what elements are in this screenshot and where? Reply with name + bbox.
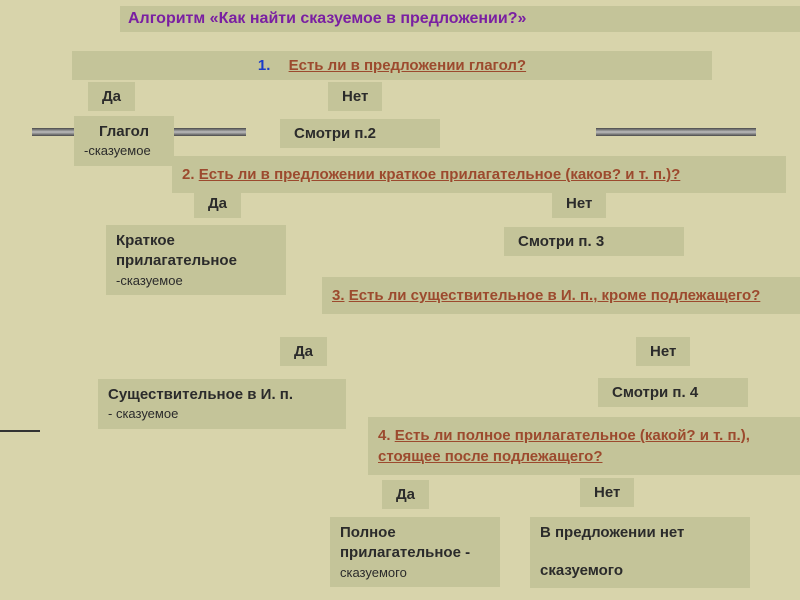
yes-4: Да (382, 480, 429, 509)
verb-block: Глагол -сказуемое (74, 116, 174, 166)
title-text: Алгоритм «Как найти сказуемое в предложе… (128, 10, 526, 27)
q4-num: 4. (378, 427, 391, 444)
see-3: Смотри п. 3 (504, 227, 684, 256)
no-2: Нет (552, 189, 606, 218)
see-2: Смотри п.2 (280, 119, 440, 148)
no-1: Нет (328, 82, 382, 111)
no-predicate-block: В предложении нет сказуемого (530, 517, 750, 588)
no-4: Нет (580, 478, 634, 507)
noun-main: Существительное в И. п. (108, 385, 336, 405)
q3-num: 3. (332, 287, 345, 304)
full-adj-sub: сказуемого (340, 564, 490, 582)
no-3: Нет (636, 337, 690, 366)
see-4: Смотри п. 4 (598, 378, 748, 407)
question-2: 2. Есть ли в предложении краткое прилага… (172, 156, 786, 193)
q3-text: Есть ли существительное в И. п., кроме п… (349, 287, 761, 304)
short-adj-main: Краткое прилагательное (116, 231, 276, 272)
verb-main: Глагол (84, 122, 164, 142)
short-adj-block: Краткое прилагательное -сказуемое (106, 225, 286, 295)
noun-sub: - сказуемое (108, 405, 336, 423)
short-adj-sub: -сказуемое (116, 272, 276, 290)
title-bar: Алгоритм «Как найти сказуемое в предложе… (120, 6, 800, 32)
hr-right (596, 128, 756, 136)
no-pred-main: В предложении нет (540, 523, 740, 543)
full-adj-main: Полное прилагательное - (340, 523, 490, 564)
verb-sub: -сказуемое (84, 142, 164, 160)
q1-num: 1. (258, 57, 271, 74)
q1-text: Есть ли в предложении глагол? (289, 57, 527, 74)
question-3: 3. Есть ли существительное в И. п., кром… (322, 277, 800, 314)
full-adj-block: Полное прилагательное - сказуемого (330, 517, 500, 587)
yes-1: Да (88, 82, 135, 111)
question-4: 4. Есть ли полное прилагательное (какой?… (368, 417, 800, 475)
noun-block: Существительное в И. п. - сказуемое (98, 379, 346, 429)
q2-text: Есть ли в предложении краткое прилагател… (199, 166, 681, 183)
yes-2: Да (194, 189, 241, 218)
hr-thin (0, 430, 40, 432)
q4-text: Есть ли полное прилагательное (какой? и … (378, 427, 750, 465)
question-1: 1. Есть ли в предложении глагол? (72, 51, 712, 80)
q2-num: 2. (182, 166, 195, 183)
no-pred-2: сказуемого (540, 561, 740, 581)
yes-3: Да (280, 337, 327, 366)
